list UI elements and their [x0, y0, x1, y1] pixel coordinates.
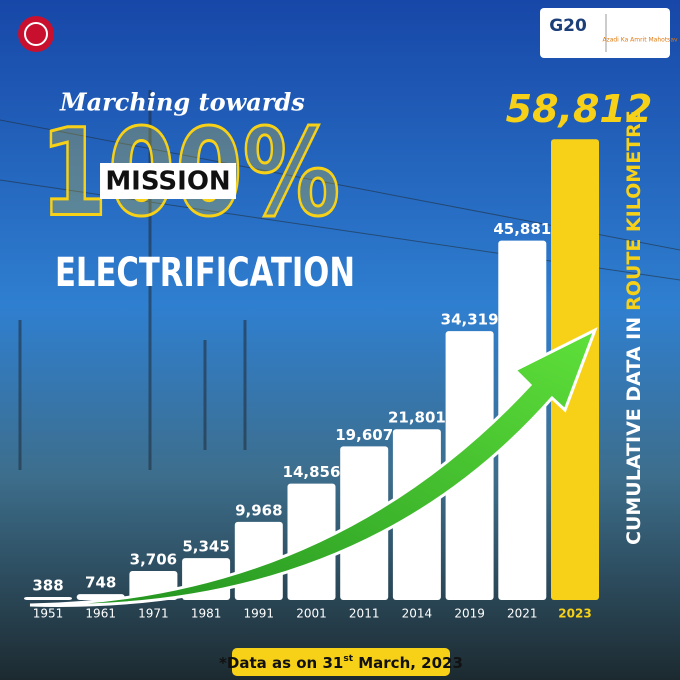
title-badge: MISSION [105, 167, 230, 197]
value-label: 9,968 [235, 501, 282, 519]
bar [392, 429, 441, 600]
value-label: 748 [85, 574, 116, 592]
axis-label: CUMULATIVE DATA IN ROUTE KILOMETRE [623, 110, 645, 545]
value-label: 34,319 [441, 311, 499, 329]
x-tick-label: 1971 [138, 607, 169, 621]
railway-logo-ring [24, 22, 48, 46]
footnote-box [232, 648, 450, 676]
x-tick-label: 1951 [33, 607, 64, 621]
bar [287, 483, 336, 600]
value-label: 3,706 [130, 550, 177, 568]
axis-label-yellow: ROUTE KILOMETRE [623, 110, 645, 311]
x-tick-label: 2023 [558, 607, 591, 621]
footnote-prefix: *Data as on 31 [219, 654, 343, 672]
title-main: ELECTRIFICATION [55, 250, 355, 296]
x-tick-label: 1981 [191, 607, 222, 621]
value-label: 21,801 [388, 409, 446, 427]
value-label: 388 [32, 576, 63, 594]
footnote: *Data as on 31st March, 2023 [219, 654, 463, 672]
bar [24, 596, 72, 600]
value-label: 14,856 [283, 463, 341, 481]
logo-box [540, 8, 670, 58]
railway-logo [18, 16, 54, 52]
x-tick-label: 1961 [85, 607, 116, 621]
value-label: 58,812 [506, 87, 653, 131]
title-script: Marching towards [59, 88, 305, 117]
amrit-logo: Azadi Ka Amrit Mahotsav [602, 37, 678, 44]
badge-box [100, 163, 236, 199]
g20-logo: G20 [549, 16, 587, 36]
value-label: 19,607 [335, 426, 393, 444]
growth-arrow [29, 326, 598, 607]
x-tick-label: 2014 [402, 607, 433, 621]
footnote-suffix: March, 2023 [353, 654, 463, 672]
footnote-superscript: st [343, 654, 353, 664]
x-tick-label: 2001 [296, 607, 327, 621]
value-label: 5,345 [182, 538, 229, 556]
x-tick-label: 2021 [507, 607, 538, 621]
axis-label-white: CUMULATIVE DATA IN [623, 317, 645, 545]
value-label: 45,881 [493, 220, 551, 238]
x-tick-label: 1991 [244, 607, 275, 621]
x-tick-label: 2019 [454, 607, 485, 621]
x-tick-label: 2011 [349, 607, 380, 621]
